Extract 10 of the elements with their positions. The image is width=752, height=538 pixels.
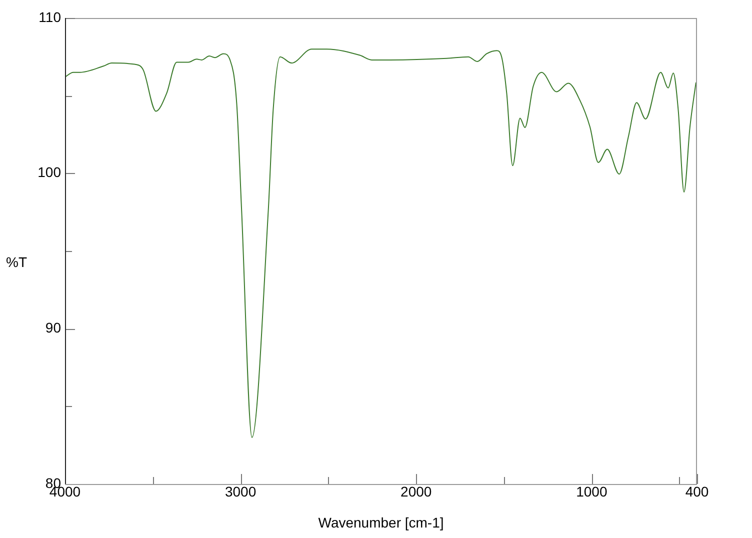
x-tick-label: 400 <box>685 483 709 500</box>
x-axis-title: Wavenumber [cm-1] <box>318 514 444 530</box>
x-tick-label: 1000 <box>576 483 608 500</box>
x-tick-label: 3000 <box>224 483 256 500</box>
y-tick-label: 100 <box>38 164 62 180</box>
y-tick-label: 110 <box>38 8 62 25</box>
line-series <box>65 48 696 438</box>
x-tick-label: 2000 <box>400 483 432 500</box>
y-tick-label: 90 <box>45 320 62 336</box>
y-axis-title: %T <box>6 254 27 270</box>
